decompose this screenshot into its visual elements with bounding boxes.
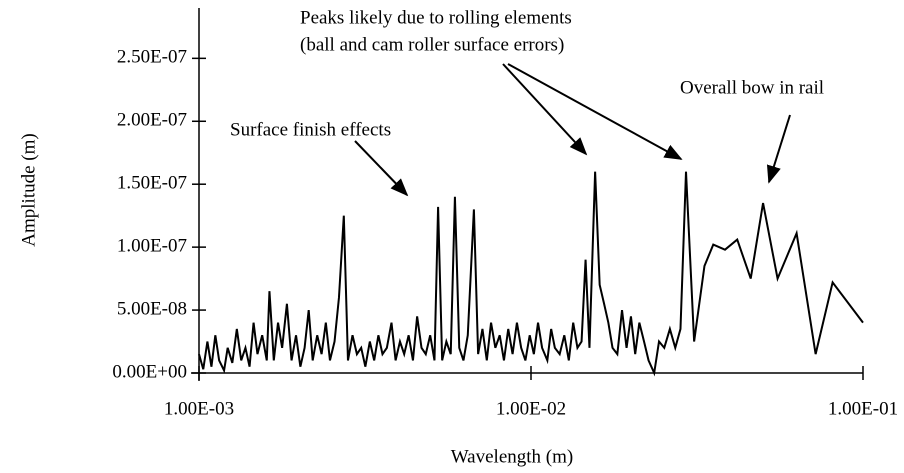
- arrow: [766, 114, 791, 184]
- x-tick-label: 1.00E-01: [828, 398, 898, 419]
- y-tick-label: 5.00E-08: [117, 298, 187, 319]
- annotation: Overall bow in rail: [680, 77, 824, 98]
- x-tick-label: 1.00E-02: [496, 398, 566, 419]
- y-tick-label: 2.00E-07: [117, 110, 187, 131]
- annotation: (ball and cam roller surface errors): [300, 34, 564, 55]
- arrow: [507, 63, 683, 160]
- x-tick-label: 1.00E-03: [164, 398, 234, 419]
- arrow: [502, 63, 588, 156]
- x-axis-label: Wavelength (m): [451, 446, 573, 467]
- y-tick-label: 0.00E+00: [112, 361, 187, 382]
- y-tick-label: 1.00E-07: [117, 235, 187, 256]
- y-tick-label: 2.50E-07: [117, 47, 187, 68]
- arrow: [354, 140, 409, 197]
- y-axis-label: Amplitude (m): [18, 133, 39, 246]
- annotation: Surface finish effects: [230, 119, 391, 140]
- y-tick-label: 1.50E-07: [117, 173, 187, 194]
- data-line: [198, 171, 864, 377]
- annotation: Peaks likely due to rolling elements: [300, 7, 572, 28]
